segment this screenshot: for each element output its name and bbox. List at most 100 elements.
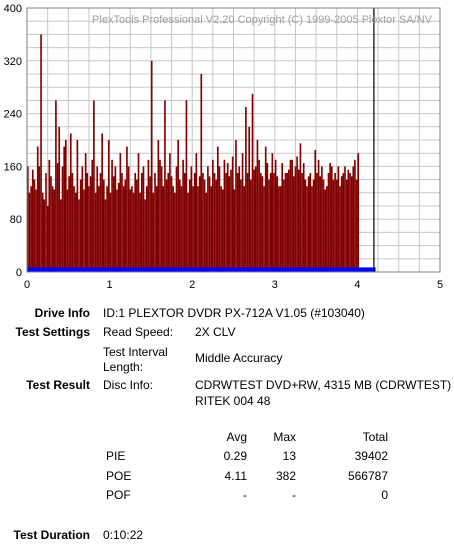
bar [256, 140, 259, 272]
bar [289, 159, 292, 272]
bar [193, 173, 196, 272]
bar [258, 159, 260, 272]
bar [137, 153, 140, 272]
bar [324, 189, 327, 272]
bar [99, 173, 102, 272]
bar [74, 192, 77, 272]
interval-value: Middle Accuracy [195, 351, 283, 365]
bar [299, 143, 302, 272]
bar [231, 156, 234, 272]
bar [259, 173, 262, 272]
bar [40, 34, 42, 273]
bar [220, 186, 222, 272]
bar [132, 192, 135, 272]
bar [149, 176, 151, 272]
bar [155, 186, 158, 272]
bar [136, 179, 138, 272]
row-avg: - [243, 488, 247, 502]
bar [35, 189, 37, 272]
bar [150, 60, 153, 272]
bar [326, 186, 328, 272]
bar [172, 186, 175, 272]
bar [334, 173, 336, 272]
bar [200, 74, 203, 272]
bar [327, 173, 330, 272]
bar [306, 186, 308, 272]
bar [165, 179, 168, 272]
x-tick-label: 4 [354, 279, 360, 291]
bar [286, 173, 289, 272]
bar [127, 166, 130, 272]
header-avg: Avg [226, 430, 247, 444]
bar [322, 179, 325, 272]
x-tick-label: 0 [24, 279, 30, 291]
test-duration-value: 0:10:22 [103, 528, 144, 542]
bar [101, 133, 103, 272]
bar [307, 176, 310, 272]
drive-info-label: Drive Info [34, 306, 90, 320]
bar [297, 169, 300, 272]
bar [216, 146, 219, 272]
bar [111, 159, 113, 272]
row-name: PIE [106, 449, 126, 463]
bar [317, 159, 320, 272]
bar [45, 173, 47, 272]
bar [56, 163, 59, 272]
disc-info-label: Disc Info: [103, 378, 154, 392]
y-tick-label: 80 [10, 214, 22, 226]
bar [251, 93, 254, 272]
bar [79, 179, 82, 272]
bar [235, 140, 237, 272]
bar [145, 186, 148, 272]
bar [339, 186, 341, 272]
bar [345, 179, 348, 272]
bar [329, 163, 331, 272]
bar [68, 176, 70, 272]
bar [116, 189, 118, 272]
bar [240, 179, 242, 272]
bar [96, 166, 99, 272]
bar [296, 156, 298, 272]
bar [53, 189, 56, 272]
bar [170, 176, 173, 272]
bar [33, 179, 36, 272]
bar [236, 173, 239, 272]
bar [66, 189, 69, 272]
bar [246, 173, 249, 272]
y-axis-ticks: 0 80 160 240 320 400 [4, 3, 22, 279]
bar [223, 159, 226, 272]
bar [268, 179, 270, 272]
row-name: POE [106, 469, 132, 483]
bar [142, 166, 145, 272]
disc-info-line1: CDRWTEST DVD+RW, 4315 MB (CDRWTEST) [195, 378, 452, 392]
bar [221, 189, 224, 272]
bar [107, 140, 110, 272]
bar [266, 163, 269, 272]
y-tick-label: 0 [16, 267, 22, 279]
bar [350, 176, 353, 272]
bar [210, 186, 213, 272]
bar [31, 169, 34, 272]
bar [55, 100, 57, 273]
bar [233, 189, 236, 272]
x-tick-label: 5 [437, 279, 443, 291]
bar [140, 173, 143, 272]
baseline-series [27, 267, 376, 272]
bar [122, 186, 125, 272]
bar [284, 173, 287, 272]
read-speed-label: Read Speed: [103, 325, 174, 339]
bar [36, 146, 39, 272]
bar [84, 153, 87, 272]
bar [41, 192, 44, 272]
bar [114, 166, 117, 272]
interval-label-line1: Test Interval [103, 345, 168, 359]
bar [349, 173, 351, 272]
bar [212, 159, 214, 272]
bar [60, 199, 62, 272]
test-settings-label: Test Settings [15, 325, 90, 339]
read-speed-value: 2X CLV [195, 325, 236, 339]
bar [89, 176, 92, 272]
bar [159, 159, 161, 272]
bar [93, 100, 95, 273]
bar [273, 173, 275, 272]
